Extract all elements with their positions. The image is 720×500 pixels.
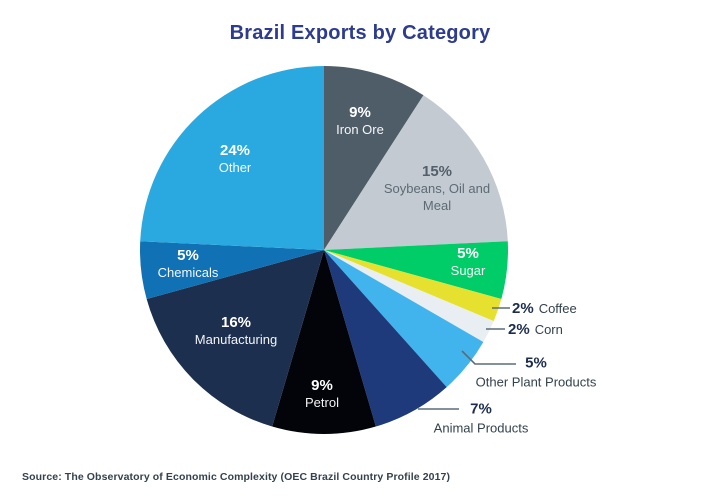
label-coffee-name: Coffee	[538, 301, 577, 316]
label-other-plant-products: 5% Other Plant Products	[476, 354, 597, 391]
label-animal-products: 7% Animal Products	[434, 400, 529, 437]
pie-slice-chemicals	[140, 241, 324, 300]
pie-slice-manufacturing	[146, 250, 324, 427]
pie-slice-other-plant-products	[324, 250, 484, 388]
pie-slice-petrol	[272, 250, 376, 435]
label-coffee-pct: 2%	[512, 300, 534, 317]
pie-slice-iron-ore	[324, 66, 424, 250]
pie-slice-coffee	[324, 250, 502, 322]
label-other-plant-products-name: Other Plant Products	[475, 374, 597, 390]
label-corn-name: Corn	[534, 322, 563, 337]
label-animal-products-name: Animal Products	[433, 420, 529, 436]
label-corn: 2% Corn	[508, 322, 563, 338]
leader-line-other-plant-products	[461, 350, 516, 365]
pie-slice-other	[140, 66, 324, 250]
source-note: Source: The Observatory of Economic Comp…	[22, 471, 451, 483]
pie-slices	[140, 66, 508, 435]
chart-title: Brazil Exports by Category	[229, 22, 491, 44]
label-other-plant-products-pct: 5%	[525, 354, 547, 372]
pie-slice-soybeans-oil-and-meal	[324, 95, 508, 251]
pie-slice-corn	[324, 250, 494, 342]
label-coffee: 2% Coffee	[512, 301, 577, 317]
label-corn-pct: 2%	[508, 321, 530, 338]
pie-slice-animal-products	[324, 250, 447, 427]
label-animal-products-pct: 7%	[470, 400, 492, 418]
pie-slice-sugar	[324, 241, 508, 300]
